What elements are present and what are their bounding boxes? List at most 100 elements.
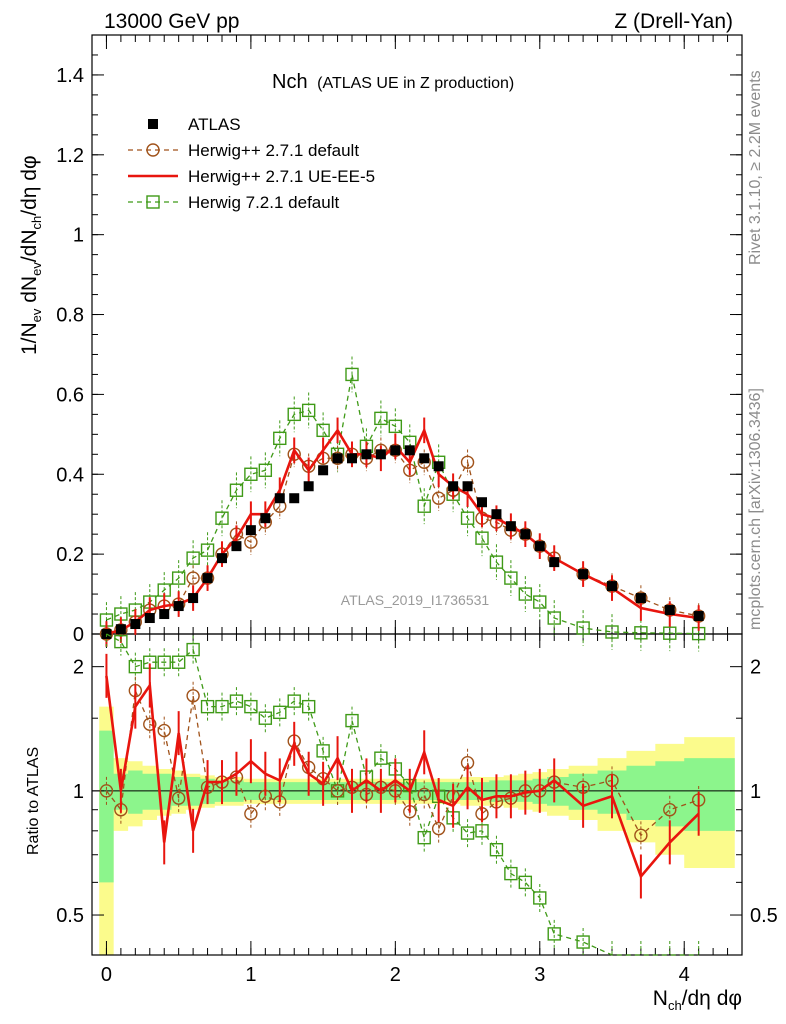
ratio-plot-frame bbox=[91, 633, 743, 956]
legend-marker bbox=[146, 143, 160, 157]
ratio-point bbox=[504, 866, 518, 881]
legend-label: Herwig++ 2.7.1 UE-EE-5 bbox=[188, 167, 375, 186]
ratio-point bbox=[128, 659, 143, 674]
data-point bbox=[489, 555, 504, 569]
data-point bbox=[144, 613, 155, 624]
ylabel-sub-a: ev bbox=[29, 308, 44, 322]
ratio-point bbox=[157, 723, 171, 738]
x-tick-label: 3 bbox=[534, 964, 545, 986]
ratio-y-tick-label-right: 2 bbox=[750, 657, 761, 679]
ratio-point bbox=[301, 699, 316, 714]
ylabel-sub-b: ev bbox=[29, 262, 44, 276]
ylabel-part-a: 1/N bbox=[18, 322, 41, 355]
data-point bbox=[448, 481, 459, 492]
data-point bbox=[244, 467, 258, 481]
main-y-axis-label: 1/Nev dNev/dNch/dη dφ bbox=[18, 155, 44, 355]
data-point bbox=[186, 571, 200, 585]
xlabel-sub-a: ch bbox=[668, 998, 682, 1013]
data-point bbox=[274, 493, 285, 504]
data-point bbox=[419, 453, 430, 464]
ratio-point bbox=[316, 744, 330, 758]
ratio-point bbox=[229, 694, 244, 708]
ratio-point bbox=[186, 689, 200, 703]
ratio-y-tick-label-left: 2 bbox=[73, 657, 84, 679]
data-point bbox=[504, 571, 518, 585]
ratio-point bbox=[460, 826, 475, 840]
data-point bbox=[491, 509, 502, 520]
data-point bbox=[361, 449, 372, 460]
ratio-point bbox=[489, 842, 504, 857]
data-point bbox=[258, 463, 273, 477]
header-left: 13000 GeV pp bbox=[104, 10, 239, 33]
data-point bbox=[549, 557, 560, 568]
series-hw271 bbox=[99, 437, 706, 647]
data-point bbox=[475, 531, 489, 545]
ratio-plot-series bbox=[99, 633, 706, 956]
data-point bbox=[404, 445, 415, 456]
data-point bbox=[159, 609, 170, 620]
ylabel-part-d: /dη dφ bbox=[18, 155, 41, 215]
data-point bbox=[388, 419, 403, 434]
data-point bbox=[431, 491, 446, 505]
ratio-y-axis-label: Ratio to ATLAS bbox=[25, 747, 42, 855]
data-point bbox=[245, 525, 256, 536]
plot-title-main: Nch bbox=[272, 71, 308, 93]
data-point bbox=[578, 569, 589, 580]
legend-label: ATLAS bbox=[188, 115, 241, 134]
data-point bbox=[345, 367, 359, 382]
data-point bbox=[186, 551, 200, 565]
data-point bbox=[663, 626, 677, 640]
data-point bbox=[289, 493, 300, 504]
ratio-y-tick-label-left: 1 bbox=[73, 781, 84, 803]
data-point bbox=[533, 595, 547, 609]
data-point bbox=[635, 593, 646, 604]
main-y-tick-label: 0.8 bbox=[56, 305, 84, 327]
ratio-point bbox=[330, 784, 345, 798]
data-point bbox=[332, 453, 343, 464]
data-point bbox=[171, 571, 186, 585]
x-tick-label: 4 bbox=[679, 964, 690, 986]
data-point bbox=[417, 499, 431, 513]
data-point bbox=[462, 481, 473, 492]
data-point bbox=[518, 587, 533, 601]
x-axis-label: Nch/dη dφ bbox=[653, 987, 742, 1013]
ratio-point bbox=[143, 717, 157, 731]
data-point bbox=[547, 611, 561, 625]
data-point bbox=[318, 465, 329, 476]
ratio-point bbox=[244, 699, 258, 714]
data-point bbox=[330, 451, 345, 465]
data-point bbox=[316, 423, 330, 438]
ratio-point bbox=[273, 705, 287, 720]
data-point bbox=[460, 511, 475, 525]
main-plot-series bbox=[99, 356, 706, 652]
ratio-point bbox=[99, 784, 114, 798]
data-point bbox=[576, 621, 590, 635]
ratio-uncertainty-bands bbox=[99, 706, 735, 955]
main-y-tick-label: 0.2 bbox=[56, 544, 84, 566]
legend-label: Herwig++ 2.7.1 default bbox=[188, 141, 359, 160]
ratio-band-outer bbox=[99, 706, 735, 955]
ratio-point bbox=[417, 787, 431, 802]
series-hwee5 bbox=[105, 417, 700, 647]
xlabel-part-b: /dη dφ bbox=[682, 987, 742, 1010]
legend-item-hw271: Herwig++ 2.7.1 default bbox=[128, 141, 359, 160]
data-point bbox=[634, 626, 648, 640]
ratio-point bbox=[258, 711, 273, 725]
legend-item-hwee5: Herwig++ 2.7.1 UE-EE-5 bbox=[128, 167, 375, 186]
data-point bbox=[202, 573, 213, 584]
analysis-watermark: ATLAS_2019_I1736531 bbox=[341, 592, 490, 608]
data-point bbox=[390, 445, 401, 456]
ratio-series-hwee5 bbox=[105, 653, 700, 899]
plot-title-sub: (ATLAS UE in Z production) bbox=[317, 75, 514, 92]
data-point bbox=[347, 453, 357, 464]
ratio-point bbox=[417, 830, 431, 845]
data-point bbox=[477, 497, 487, 508]
data-point bbox=[244, 535, 258, 549]
data-point bbox=[505, 521, 516, 532]
data-point bbox=[303, 481, 314, 492]
data-point bbox=[231, 541, 242, 552]
x-tick-label: 2 bbox=[390, 964, 401, 986]
main-y-tick-label: 1 bbox=[73, 225, 84, 247]
ratio-band-inner bbox=[99, 730, 735, 883]
legend-marker bbox=[148, 119, 158, 129]
